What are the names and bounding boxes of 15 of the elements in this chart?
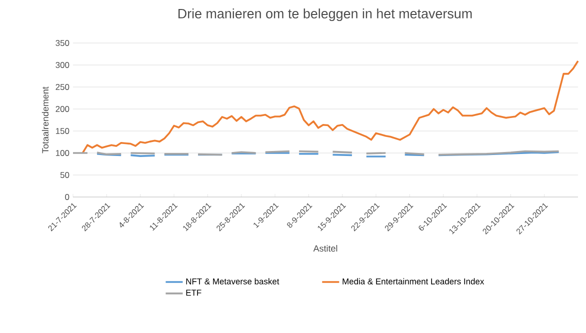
- y-axis-title: Totaalrendement: [42, 86, 49, 154]
- y-tick-label: 50: [60, 172, 70, 178]
- chart-title: Drie manieren om te beleggen in het metaversum: [178, 8, 472, 22]
- line-series: [82, 60, 579, 154]
- y-tick-label: 150: [56, 128, 70, 134]
- y-tick-label: 100: [56, 150, 70, 156]
- y-tick-label: 350: [56, 40, 70, 46]
- x-axis-title: Astitel: [313, 245, 338, 252]
- y-tick-label: 250: [56, 84, 70, 90]
- legend-label: ETF: [186, 290, 202, 296]
- y-tick-label: 0: [65, 194, 70, 200]
- legend-label: Media & Entertainment Leaders Index: [342, 278, 484, 284]
- y-tick-label: 200: [56, 106, 70, 112]
- legend-label: NFT & Metaverse basket: [186, 278, 280, 284]
- y-tick-label: 300: [56, 62, 70, 68]
